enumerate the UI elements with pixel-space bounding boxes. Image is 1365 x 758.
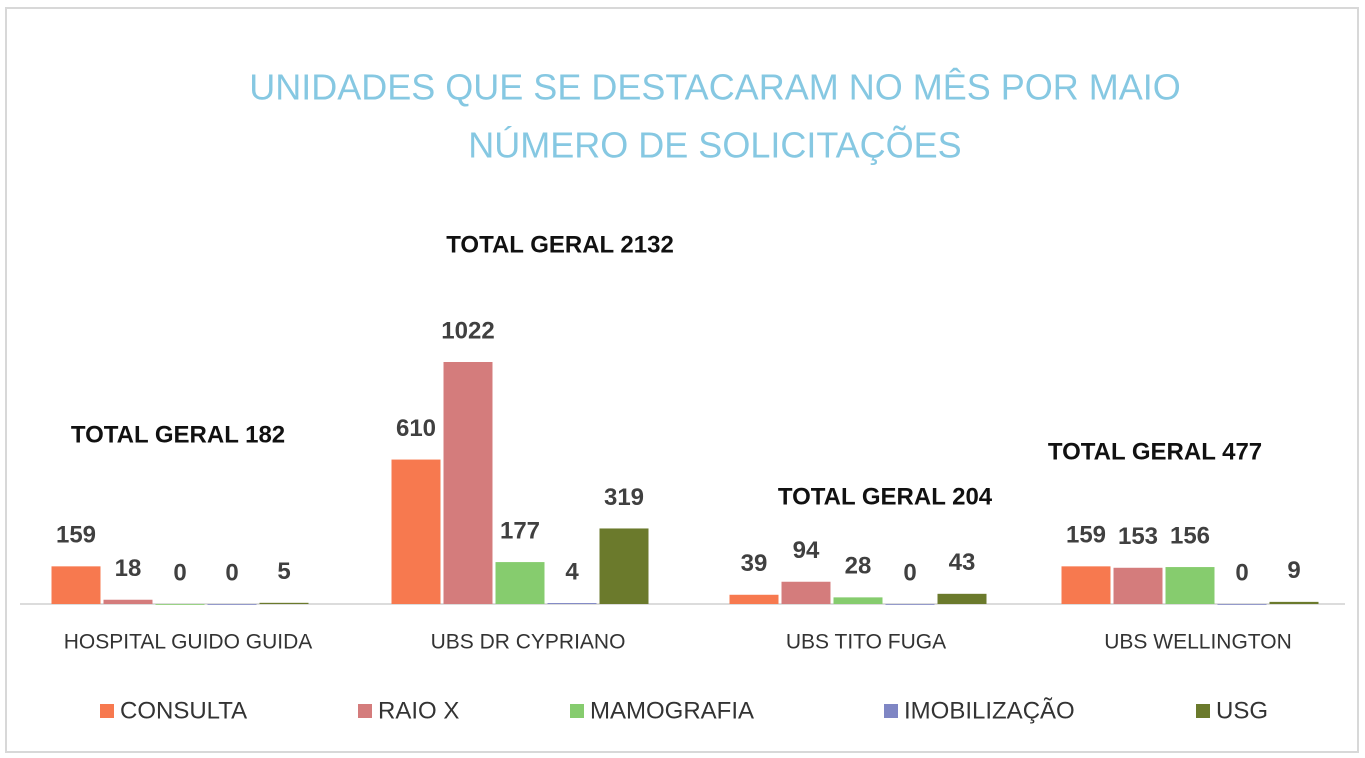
bar [729, 594, 779, 604]
legend-swatch [1196, 704, 1210, 718]
data-label: 18 [115, 555, 142, 582]
bar [1061, 566, 1111, 604]
data-label: 5 [277, 558, 290, 585]
bar [833, 597, 883, 604]
bar [937, 593, 987, 604]
bar [443, 362, 493, 604]
data-label: 0 [903, 559, 916, 586]
legend-label: RAIO X [378, 697, 459, 724]
legend-swatch [100, 704, 114, 718]
data-label: 0 [225, 559, 238, 586]
bar [547, 603, 597, 604]
legend-label: IMOBILIZAÇÃO [904, 697, 1075, 724]
legend-label: USG [1216, 697, 1268, 724]
bar [781, 581, 831, 604]
data-label: 159 [56, 522, 96, 549]
data-label: 177 [500, 517, 540, 544]
data-label: 9 [1287, 557, 1300, 584]
legend-label: MAMOGRAFIA [590, 697, 754, 724]
chart-title: UNIDADES QUE SE DESTACARAM NO MÊS POR MA… [249, 67, 1180, 108]
annotation: TOTAL GERAL 182 [71, 421, 285, 448]
legend-swatch [358, 704, 372, 718]
bar [103, 599, 153, 604]
data-label: 4 [565, 558, 579, 585]
chart-subtitle: NÚMERO DE SOLICITAÇÕES [468, 125, 961, 166]
bar [1269, 601, 1319, 604]
bar [599, 528, 649, 604]
bar [259, 602, 309, 604]
data-label: 1022 [441, 317, 494, 344]
chart-frame [5, 7, 1359, 753]
annotation: TOTAL GERAL 477 [1048, 438, 1262, 465]
data-label: 43 [949, 549, 976, 576]
x-tick-label: UBS DR CYPRIANO [431, 631, 626, 654]
legend-label: CONSULTA [120, 697, 247, 724]
legend-swatch [570, 704, 584, 718]
x-tick-label: HOSPITAL GUIDO GUIDA [64, 631, 313, 654]
bar [1217, 604, 1267, 605]
bar [1113, 567, 1163, 604]
bar [495, 562, 545, 604]
data-label: 156 [1170, 522, 1210, 549]
x-tick-label: UBS WELLINGTON [1104, 631, 1291, 654]
annotation: TOTAL GERAL 204 [778, 483, 993, 510]
x-tick-label: UBS TITO FUGA [786, 631, 946, 654]
data-label: 39 [741, 550, 768, 577]
bar [885, 604, 935, 605]
annotation: TOTAL GERAL 2132 [446, 231, 674, 258]
bar [1165, 567, 1215, 604]
data-label: 94 [793, 537, 820, 564]
data-label: 0 [173, 559, 186, 586]
data-label: 28 [845, 553, 872, 580]
legend-swatch [884, 704, 898, 718]
data-label: 319 [604, 484, 644, 511]
data-label: 153 [1118, 523, 1158, 550]
bar [391, 459, 441, 604]
bar [155, 604, 205, 605]
data-label: 610 [396, 415, 436, 442]
bar [51, 566, 101, 604]
bar [207, 604, 257, 605]
data-label: 0 [1235, 559, 1248, 586]
data-label: 159 [1066, 522, 1106, 549]
